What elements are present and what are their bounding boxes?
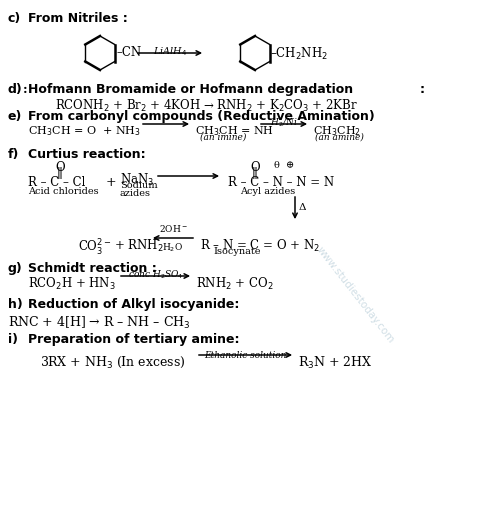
Text: CH$_3$CH = O  + NH$_3$: CH$_3$CH = O + NH$_3$: [28, 124, 141, 138]
Text: Hofmann Bromamide or Hofmann degradation: Hofmann Bromamide or Hofmann degradation: [28, 83, 352, 96]
Text: R – N = C = O + N$_2$: R – N = C = O + N$_2$: [200, 238, 319, 254]
Text: R – C – N – N = N: R – C – N – N = N: [228, 176, 334, 189]
Text: ⊕: ⊕: [286, 161, 293, 170]
Text: Acyl azides: Acyl azides: [240, 187, 295, 196]
Text: RNC + 4[H] → R – NH – CH$_3$: RNC + 4[H] → R – NH – CH$_3$: [8, 315, 190, 331]
Text: d): d): [8, 83, 23, 96]
Text: –CH$_2$NH$_2$: –CH$_2$NH$_2$: [269, 46, 327, 62]
Text: From Nitriles :: From Nitriles :: [28, 12, 128, 25]
Text: θ: θ: [274, 161, 279, 170]
Text: :: :: [24, 83, 28, 96]
Text: +: +: [106, 176, 116, 189]
Text: R$_3$N + 2HX: R$_3$N + 2HX: [298, 355, 372, 371]
Text: From carbonyl compounds (Reductive Amination): From carbonyl compounds (Reductive Amina…: [28, 110, 374, 123]
Text: O: O: [250, 161, 259, 174]
Text: CH$_3$CH$_2$: CH$_3$CH$_2$: [312, 124, 360, 138]
Text: Curtius reaction:: Curtius reaction:: [28, 148, 145, 161]
Text: e): e): [8, 110, 23, 123]
Text: 3RX + NH$_3$ (In excess): 3RX + NH$_3$ (In excess): [40, 355, 185, 370]
Text: g): g): [8, 262, 23, 275]
Text: f): f): [8, 148, 19, 161]
Text: O: O: [55, 161, 64, 174]
Text: 2OH$^-$: 2OH$^-$: [158, 223, 187, 234]
Text: H$_2$O: H$_2$O: [162, 242, 183, 255]
Text: (an imine): (an imine): [200, 133, 246, 142]
Text: Δ: Δ: [299, 203, 306, 212]
Text: RCONH$_2$ + Br$_2$ + 4KOH → RNH$_2$ + K$_2$CO$_3$ + 2KBr: RCONH$_2$ + Br$_2$ + 4KOH → RNH$_2$ + K$…: [55, 98, 357, 114]
Text: ∥: ∥: [57, 168, 62, 181]
Text: ∥: ∥: [252, 168, 257, 181]
Text: i): i): [8, 333, 18, 346]
Text: c): c): [8, 12, 21, 25]
Text: www.studiestoday.com: www.studiestoday.com: [313, 245, 395, 345]
Text: RCO$_2$H + HN$_3$: RCO$_2$H + HN$_3$: [28, 276, 116, 292]
Text: + RNH$_2$: + RNH$_2$: [114, 238, 163, 254]
Text: (an amine): (an amine): [314, 133, 363, 142]
Text: Sodium: Sodium: [120, 181, 157, 190]
Text: RNH$_2$ + CO$_2$: RNH$_2$ + CO$_2$: [195, 276, 273, 292]
Text: Acid chlorides: Acid chlorides: [28, 187, 98, 196]
Text: Schmidt reaction :: Schmidt reaction :: [28, 262, 156, 275]
Text: h): h): [8, 298, 23, 311]
Text: :: :: [419, 83, 424, 96]
Text: Preparation of tertiary amine:: Preparation of tertiary amine:: [28, 333, 239, 346]
Text: CO$_3^{2-}$: CO$_3^{2-}$: [78, 238, 111, 258]
Text: Reduction of Alkyl isocyanide:: Reduction of Alkyl isocyanide:: [28, 298, 239, 311]
Text: azides: azides: [120, 189, 151, 198]
Text: –CN: –CN: [116, 46, 141, 59]
Text: H$_2$/Ni: H$_2$/Ni: [270, 116, 297, 129]
Text: Isocynate: Isocynate: [213, 247, 260, 256]
Text: CH$_3$CH = NH: CH$_3$CH = NH: [194, 124, 274, 138]
Text: LiAlH$_4$: LiAlH$_4$: [153, 45, 187, 58]
Text: NaN$_3$: NaN$_3$: [120, 172, 154, 188]
Text: Ethanolic solution: Ethanolic solution: [204, 351, 286, 360]
Text: R – C – Cl: R – C – Cl: [28, 176, 85, 189]
Text: conc H$_2$SO$_4$: conc H$_2$SO$_4$: [127, 268, 183, 281]
